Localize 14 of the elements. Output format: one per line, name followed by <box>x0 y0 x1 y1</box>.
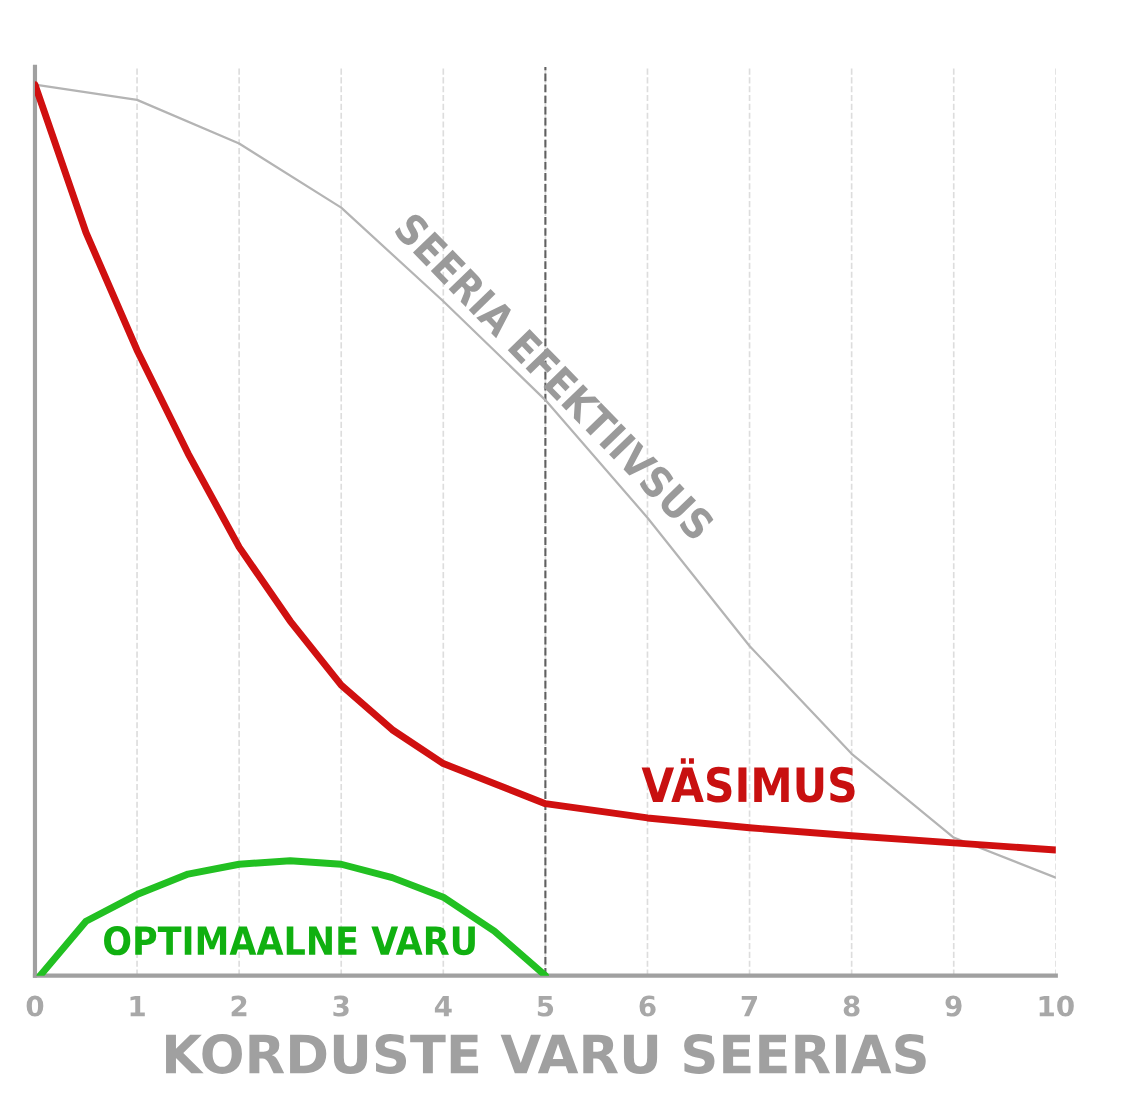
x-tick-label: 1 <box>130 995 145 1017</box>
x-tick-label: 8 <box>843 995 860 1017</box>
x-tick-label: 10 <box>1039 995 1074 1017</box>
x-tick-label: 6 <box>639 995 656 1017</box>
series-label: OPTIMAALNE VARU <box>104 925 475 956</box>
x-tick-label: 3 <box>333 995 349 1017</box>
x-axis-title: KORDUSTE VARU SEERIAS <box>166 1034 926 1074</box>
series-label: VÄSIMUS <box>641 758 855 803</box>
x-tick-label: 4 <box>434 995 452 1017</box>
x-tick-label: 7 <box>741 995 758 1017</box>
x-tick-label: 5 <box>537 995 554 1017</box>
x-tick-label: 9 <box>945 995 962 1017</box>
x-tick-label: 2 <box>231 995 247 1017</box>
x-tick-label: 0 <box>26 995 44 1017</box>
